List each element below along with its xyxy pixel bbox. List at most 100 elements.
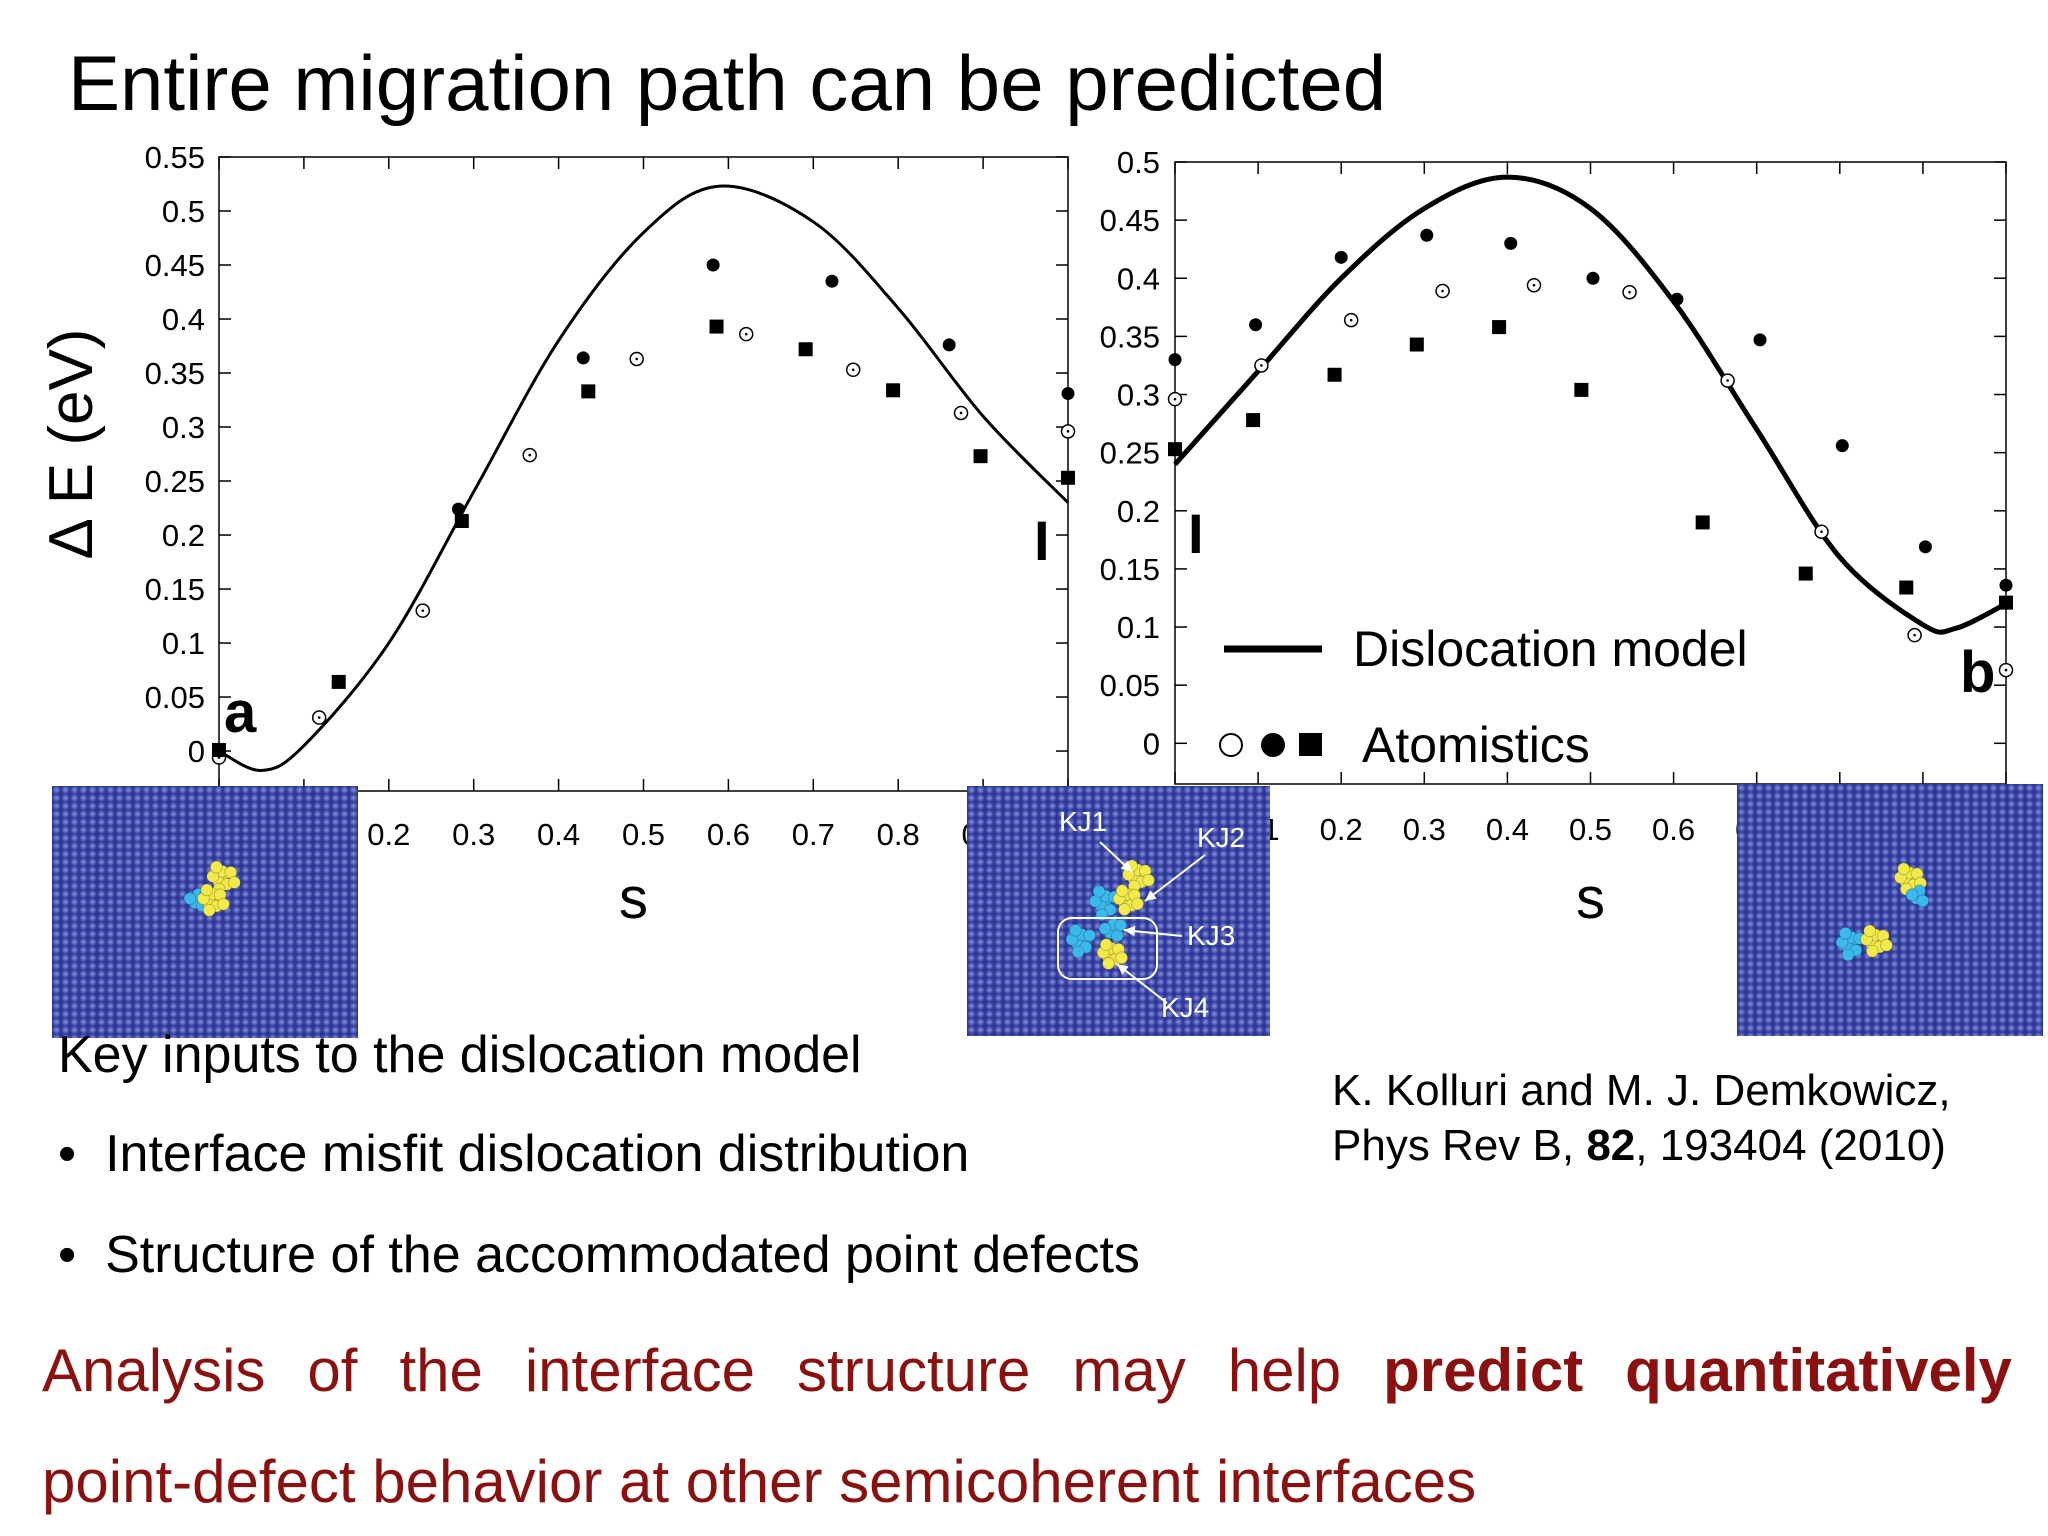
defect-atom	[1865, 944, 1879, 958]
x-tick-label: 0.7	[792, 817, 835, 852]
citation-volume: 82	[1586, 1121, 1636, 1170]
atomistics-filled-circle	[1753, 333, 1767, 347]
x-axis-label: s	[1576, 866, 1605, 931]
open-circle-center	[317, 716, 321, 719]
chart-a: 0 0.05 0.1 0.15 0.2 0.25 0.3 0.35 0.4 0.45 0.5 0.55…	[37, 140, 1077, 931]
arrow-head	[1124, 925, 1136, 937]
word: interface	[524, 1337, 755, 1404]
defect-atom	[1099, 938, 1113, 952]
defect-atom	[1905, 888, 1919, 902]
bullet-item: • Interface misfit dislocation distribut…	[58, 1124, 969, 1184]
y-tick-label: 0.1	[1117, 610, 1160, 645]
legend: Dislocation model Atomistics	[1219, 621, 1748, 773]
y-tick-label: 0.05	[145, 680, 205, 715]
kj3-highlight-box	[1057, 917, 1158, 980]
atomistics-filled-circle	[1835, 439, 1849, 453]
atomistics-square	[1409, 337, 1424, 352]
arrow-head	[1120, 860, 1132, 872]
defect-atom	[1131, 897, 1145, 911]
y-tick-label: 0.4	[1117, 261, 1160, 296]
conclusion-line-2: point-defect behavior at other semicoher…	[42, 1448, 1477, 1515]
y-tick-label: 0.5	[162, 194, 205, 229]
defect-atom	[1102, 957, 1115, 970]
citation-pages-year: , 193404 (2010)	[1635, 1121, 1946, 1170]
open-circle-center	[1066, 430, 1070, 433]
slide-title: Entire migration path can be predicted	[68, 39, 1387, 127]
x-tick-label: 0.6	[707, 817, 750, 852]
word: help	[1227, 1337, 1342, 1404]
open-circle-center	[1726, 379, 1729, 382]
y-tick-label: 0.55	[145, 140, 205, 175]
open-circle-center	[1820, 530, 1823, 534]
x-tick-label: 0.8	[877, 817, 920, 852]
defect-atom	[227, 876, 241, 889]
y-tick-label: 0	[1143, 726, 1160, 761]
snapshot-drawing	[1057, 841, 1206, 1004]
legend-square	[1299, 733, 1322, 756]
defect-atom	[1092, 884, 1106, 898]
defect-atom	[200, 883, 214, 897]
defect-atom	[1114, 918, 1128, 932]
x-tick-label: 0.2	[1320, 812, 1363, 847]
defect-atom	[1841, 948, 1855, 962]
defect-atom	[1083, 929, 1097, 942]
y-tick-label: 0.05	[1100, 668, 1160, 703]
bullet-text: Interface misfit dislocation distributio…	[105, 1125, 970, 1183]
defect-atom	[183, 892, 197, 905]
open-circle-center	[851, 368, 855, 372]
label-kj3: KJ3	[1187, 920, 1236, 951]
bold-word: predict	[1383, 1337, 1584, 1404]
plot-frame	[218, 156, 1069, 792]
y-tick-label: 0.45	[145, 248, 205, 283]
y-tick-label: 0.3	[162, 410, 205, 445]
y-tick-label: 0.15	[145, 572, 205, 607]
snapshot-drawing	[1835, 862, 1930, 962]
atomistics-filled-circle	[1334, 250, 1348, 264]
x-tick-label: 0.4	[1486, 812, 1529, 847]
open-circle-center	[1913, 633, 1916, 637]
atomistics-filled-circle	[1670, 292, 1684, 306]
dislocation-model-curve	[1173, 174, 2008, 635]
atomistics-square	[331, 674, 346, 689]
atomistics-square	[1695, 515, 1710, 530]
x-tick-label: 0.4	[537, 817, 580, 852]
x-tick-label: 0.5	[1569, 812, 1612, 847]
atomistics-square	[1168, 442, 1182, 457]
atomistics-square	[886, 383, 901, 398]
open-circle-center	[1441, 289, 1444, 293]
atomistic-snapshot-initial	[52, 786, 358, 1038]
y-tick-label: 0.45	[1100, 203, 1160, 238]
arrow-line	[1144, 854, 1206, 902]
open-circle-center	[1349, 318, 1353, 322]
atomistics-square	[454, 513, 469, 528]
atomistics-filled-circle	[1586, 271, 1600, 285]
citation-journal: Phys Rev B, 82, 193404 (2010)	[1332, 1121, 1946, 1171]
atomistics-square	[973, 449, 988, 464]
open-circle-center	[1173, 397, 1177, 401]
conclusion-line-1: Analysis of the interface structure may …	[42, 1336, 2012, 1405]
atomistics-square	[1574, 382, 1589, 397]
x-tick-label: 0.3	[1403, 812, 1446, 847]
open-circle-center	[1260, 364, 1263, 367]
y-tick-label: 0	[188, 734, 205, 769]
open-circle-center	[744, 332, 748, 336]
defect-atom	[1115, 951, 1129, 965]
defect-atom	[1071, 945, 1085, 959]
y-tick-label: 0.1	[162, 626, 205, 661]
atomistics-square	[581, 384, 596, 399]
x-tick-label: 0.6	[1652, 812, 1695, 847]
atomistics-filled-circle	[1918, 540, 1932, 554]
atomistics-filled-circle	[1061, 387, 1075, 401]
word: of	[307, 1337, 358, 1404]
atomistics-square	[709, 319, 724, 334]
open-circle-center	[1628, 290, 1631, 294]
open-circle-center	[1532, 283, 1536, 287]
atomistics-filled-circle	[1168, 353, 1182, 367]
atomistics-square	[1327, 367, 1342, 382]
atomistic-snapshot-final	[1737, 784, 2043, 1036]
defect-atom	[1142, 873, 1155, 887]
legend-model-label: Dislocation model	[1353, 621, 1748, 677]
open-circle-center	[2004, 668, 2008, 672]
label-kj4: KJ4	[1161, 992, 1210, 1023]
